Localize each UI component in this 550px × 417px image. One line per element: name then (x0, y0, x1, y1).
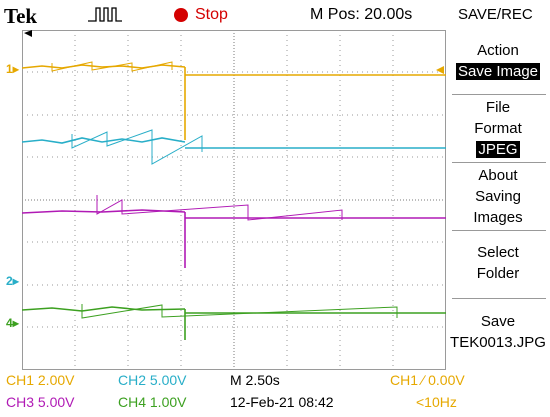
menu-title: SAVE/REC (458, 6, 533, 23)
menu-about-label-3: Images (473, 209, 523, 226)
brand-logo: Tek (4, 4, 38, 28)
menu-file-format[interactable]: File Format JPEG (446, 97, 550, 160)
menu-action-value: Save Image (455, 63, 541, 80)
menu-file-format-value: JPEG (476, 141, 520, 158)
menu-about-saving[interactable]: About Saving Images (446, 165, 550, 228)
ch2-trace (22, 129, 446, 165)
menu-about-label: About (478, 167, 518, 184)
ch4-scale-readout: CH4 1.00V (118, 394, 187, 410)
menu-select-folder[interactable]: Select Folder (446, 242, 550, 284)
date-time-readout: 12-Feb-21 08:42 (230, 394, 334, 410)
menu-about-label-2: Saving (475, 188, 521, 205)
menu-save-label: Save (480, 313, 516, 330)
menu-divider (452, 162, 546, 163)
ch1-trace (22, 61, 446, 140)
ch1-ground-marker: 1▸ (6, 62, 19, 76)
ch4-trace (22, 304, 446, 340)
frequency-readout: <10Hz (416, 394, 457, 410)
ch4-ground-marker: 4▸ (6, 316, 19, 330)
side-menu: Action Save Image File Format JPEG About… (446, 28, 550, 370)
menu-file-format-label: File (485, 99, 511, 116)
timebase-readout: M 2.50s (230, 372, 280, 388)
menu-save-filename: TEK0013.JPG (450, 334, 546, 351)
menu-divider (452, 230, 546, 231)
ch2-ground-marker: 2▸ (6, 274, 19, 288)
ch3-trace (22, 195, 446, 268)
menu-action-label: Action (477, 42, 519, 59)
horizontal-position: M Pos: 20.00s (310, 6, 413, 23)
trigger-waveform-icon (88, 7, 122, 22)
menu-action[interactable]: Action Save Image (446, 40, 550, 82)
ch2-scale-readout: CH2 5.00V (118, 372, 187, 388)
menu-divider (452, 298, 546, 299)
menu-divider (452, 94, 546, 95)
waveform-display (22, 30, 446, 370)
acquisition-status: Stop (195, 6, 228, 23)
status-bar: Tek Stop M Pos: 20.00s SAVE/REC (0, 0, 550, 28)
menu-file-format-label-2: Format (474, 120, 522, 137)
stop-indicator-icon (174, 8, 188, 22)
readout-bar: CH1 2.00V CH2 5.00V M 2.50s CH1 ∕ 0.00V … (0, 370, 550, 417)
menu-select-label-2: Folder (476, 265, 520, 282)
graticule-center (22, 30, 446, 370)
ch3-scale-readout: CH3 5.00V (6, 394, 75, 410)
ch1-trigger-level-marker (436, 66, 444, 74)
menu-select-label: Select (477, 244, 519, 261)
ch1-scale-readout: CH1 2.00V (6, 372, 75, 388)
trigger-position-marker (24, 30, 32, 37)
trigger-readout: CH1 ∕ 0.00V (390, 372, 465, 388)
menu-save-button[interactable]: Save TEK0013.JPG (446, 311, 550, 353)
